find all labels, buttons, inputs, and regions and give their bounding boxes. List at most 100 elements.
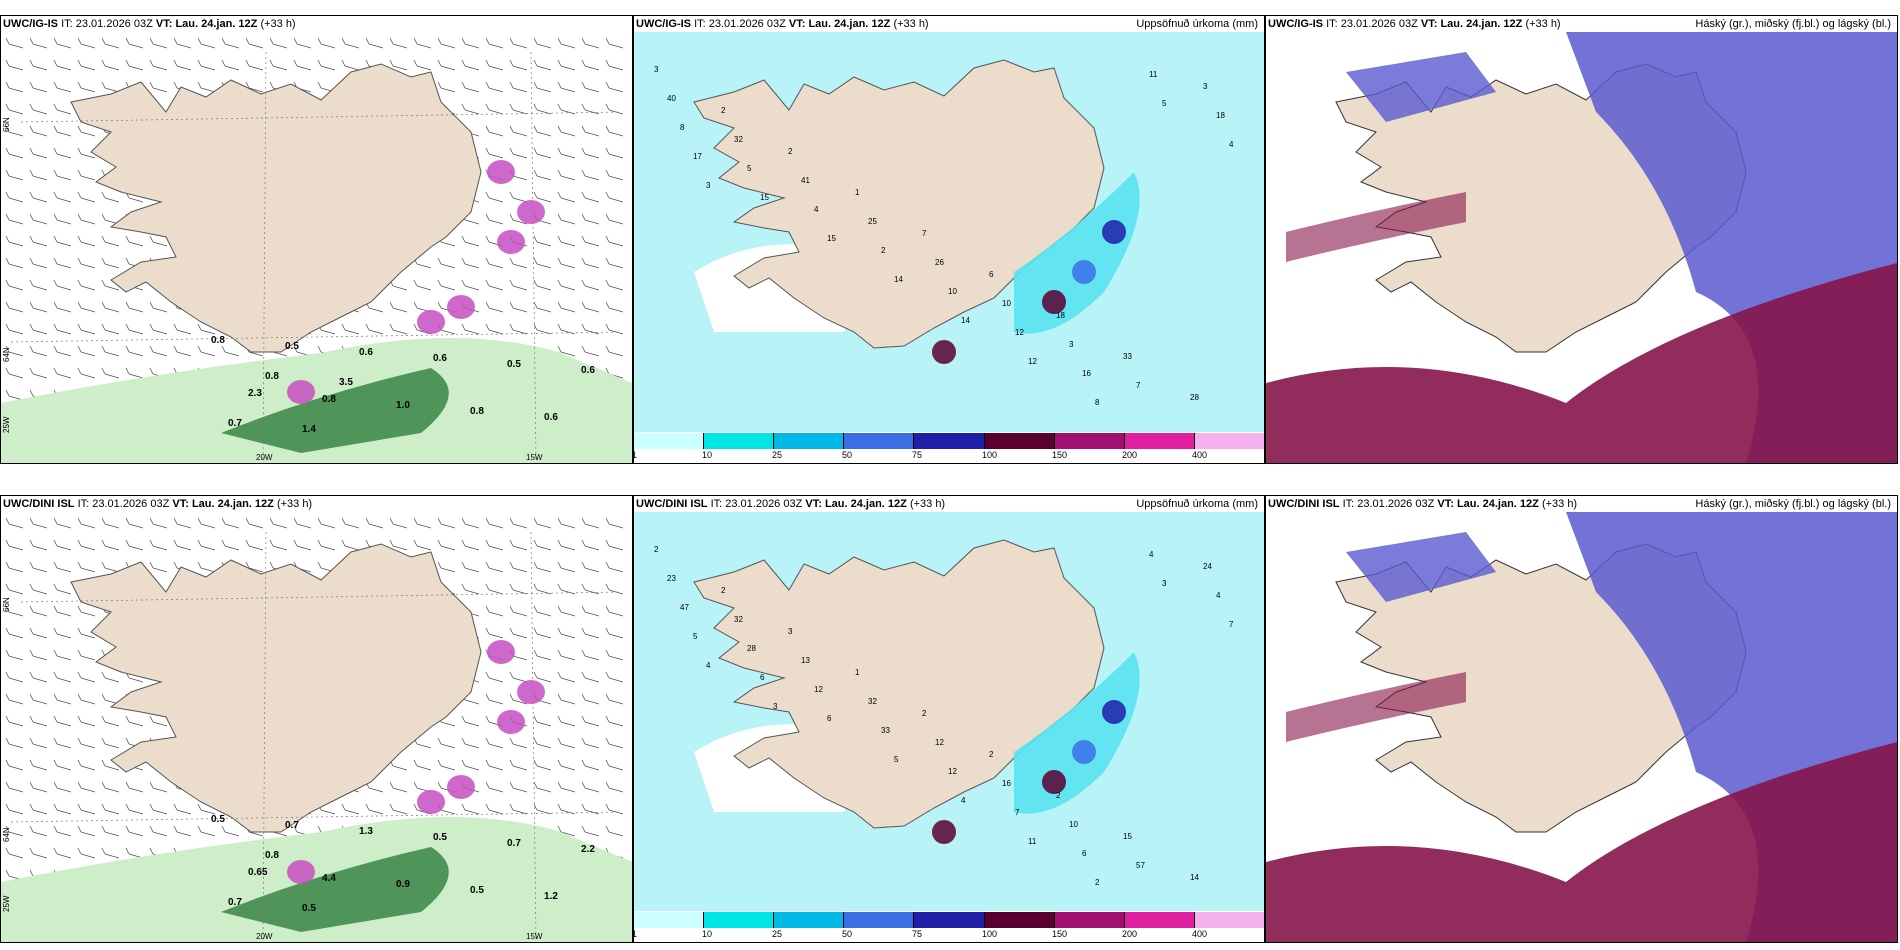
- precip-map: 2231222151423321332121610572447281233127…: [634, 512, 1264, 911]
- wind-barb: [557, 649, 576, 661]
- wind-barb: [5, 103, 24, 115]
- wind-barb: [605, 693, 624, 705]
- wind-barb: [53, 169, 72, 181]
- precip-value-label: 8: [1095, 398, 1100, 407]
- wind-barb: [125, 825, 144, 837]
- wind-barb: [533, 81, 552, 93]
- precip-value-label: 12: [948, 767, 957, 776]
- vt-value: Lau. 24.jan. 12Z: [175, 18, 258, 30]
- colorbar-tick-label: 400: [1191, 929, 1208, 939]
- wind-barb: [485, 737, 504, 749]
- wind-barb: [461, 59, 480, 71]
- wind-barb: [557, 737, 576, 749]
- wind-barb: [557, 257, 576, 269]
- vt-label: VT:: [1420, 18, 1438, 30]
- wind-barb: [101, 59, 120, 71]
- wind-barb: [53, 37, 72, 49]
- wind-barb: [389, 37, 408, 49]
- wind-barb: [53, 125, 72, 137]
- wind-barb: [485, 81, 504, 93]
- wind-barb: [149, 561, 168, 573]
- colorbar-tick-label: 50: [842, 929, 853, 939]
- it-value: 23.01.2026 03Z: [1340, 18, 1418, 30]
- wind-barb: [581, 605, 600, 617]
- colorbar-swatch: [774, 433, 845, 449]
- wind-barb: [5, 539, 24, 551]
- wind-barb: [605, 345, 624, 357]
- panel-header: UWC/DINI ISL IT: 23.01.2026 03Z VT: Lau.…: [634, 496, 1264, 512]
- wind-barb: [77, 279, 96, 291]
- wind-barb: [605, 539, 624, 551]
- precip-value-label: 11: [1028, 837, 1037, 846]
- wind-barb: [581, 103, 600, 115]
- wind-barb: [509, 191, 528, 203]
- wind-barb: [581, 301, 600, 313]
- wind-barb: [77, 345, 96, 357]
- colorbar-tick-label: 10: [701, 929, 712, 939]
- wind-barb: [29, 147, 48, 159]
- model-name: UWC/DINI ISL: [1268, 498, 1340, 510]
- wind-barb: [509, 671, 528, 683]
- wind-barb: [197, 825, 216, 837]
- precip-value-label: 32: [734, 135, 743, 144]
- wind-barb: [485, 257, 504, 269]
- precip-value-label: 0.7: [507, 838, 521, 849]
- wind-barb: [53, 847, 72, 859]
- graticule-line: [20, 591, 622, 603]
- wind-barb: [581, 561, 600, 573]
- wind-barb: [557, 539, 576, 551]
- mid-cloud-area: [1346, 52, 1496, 122]
- precip-value-label: 1.2: [544, 891, 558, 902]
- wind-barb: [29, 759, 48, 771]
- wind-barb: [5, 671, 24, 683]
- wind-barb: [29, 103, 48, 115]
- wind-barb: [101, 803, 120, 815]
- panel-header: UWC/IG-IS IT: 23.01.2026 03Z VT: Lau. 24…: [1266, 16, 1897, 32]
- lead-time: (+33 h): [893, 18, 929, 30]
- wind-barb: [149, 37, 168, 49]
- wind-barb: [29, 605, 48, 617]
- wind-barb: [605, 191, 624, 203]
- wind-barb: [149, 803, 168, 815]
- wind-barb: [197, 345, 216, 357]
- precip-value-label: 47: [680, 603, 689, 612]
- wind-barb: [605, 279, 624, 291]
- wind-barb: [581, 147, 600, 159]
- precip-value-label: 8: [680, 123, 685, 132]
- heavy-precip-cell: [932, 820, 956, 844]
- wind-barb: [557, 125, 576, 137]
- precip-value-label: 18: [1056, 311, 1065, 320]
- precip-value-label: 0.5: [470, 885, 484, 896]
- wind-barb: [77, 37, 96, 49]
- colorbar-swatch: [634, 912, 705, 928]
- precip-area-heavy: [221, 847, 449, 932]
- wind-barb: [605, 517, 624, 529]
- wind-barb: [245, 561, 264, 573]
- wind-barb: [101, 81, 120, 93]
- it-label: IT:: [77, 498, 90, 510]
- wind-barb: [173, 803, 192, 815]
- panel-header: UWC/IG-IS IT: 23.01.2026 03Z VT: Lau. 24…: [634, 16, 1264, 32]
- precip-value-label: 0.5: [507, 359, 521, 370]
- precip-value-label: 33: [881, 726, 890, 735]
- wind-barb: [77, 693, 96, 705]
- wind-barb: [125, 301, 144, 313]
- wind-barb: [77, 715, 96, 727]
- wind-barb: [29, 301, 48, 313]
- wind-barb: [533, 125, 552, 137]
- precip-value-label: 2.3: [248, 388, 262, 399]
- wind-barb: [605, 781, 624, 793]
- wind-barb: [173, 323, 192, 335]
- wind-barb: [581, 693, 600, 705]
- wind-barb: [29, 345, 48, 357]
- precip-value-label: 15: [1123, 832, 1132, 841]
- wind-barb: [605, 81, 624, 93]
- precip-value-label: 18: [1216, 111, 1225, 120]
- lead-time: (+33 h): [276, 498, 313, 510]
- wind-barb: [77, 803, 96, 815]
- wind-barb: [509, 759, 528, 771]
- heavy-precip-cell: [487, 640, 515, 664]
- wind-barb: [245, 539, 264, 551]
- wind-barb: [53, 103, 72, 115]
- wind-barb: [77, 235, 96, 247]
